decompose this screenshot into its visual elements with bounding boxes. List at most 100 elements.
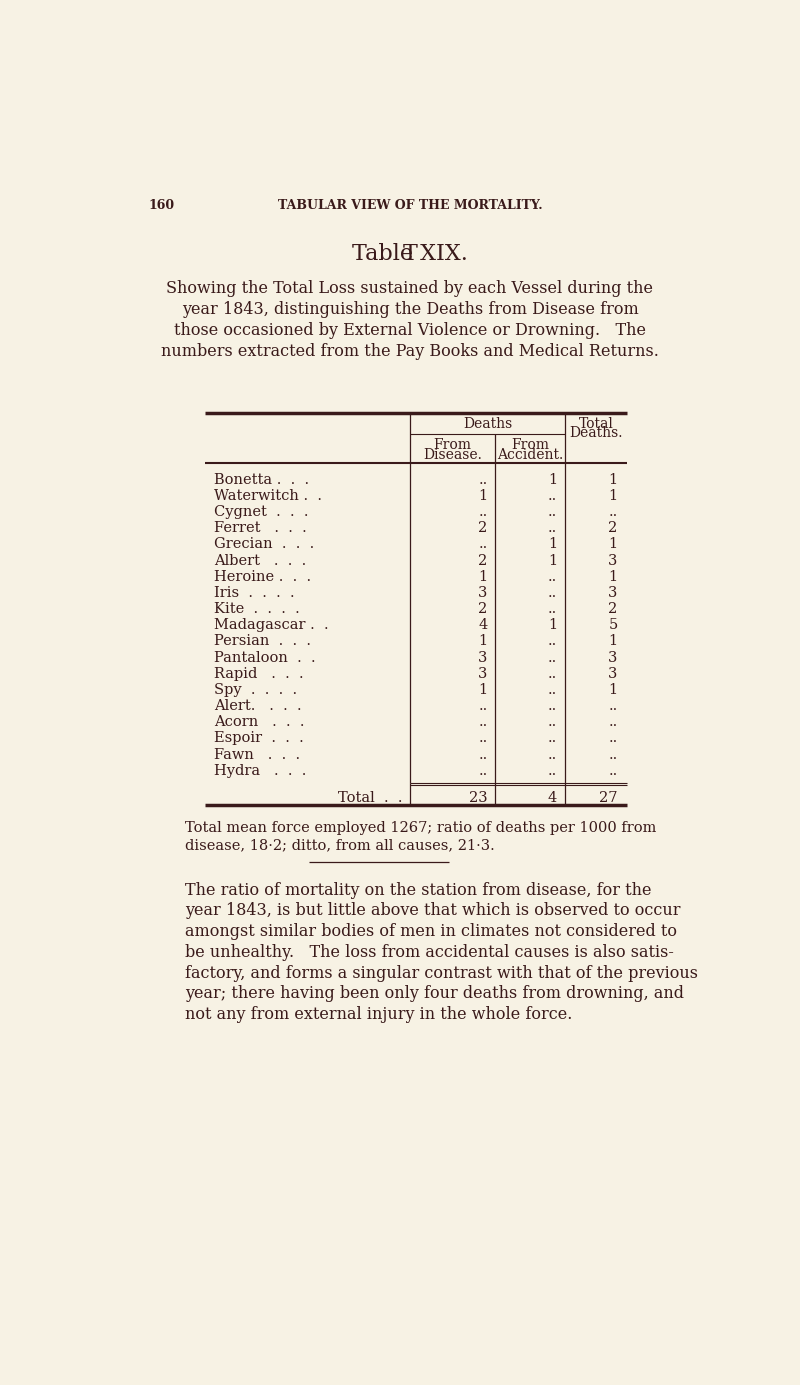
Text: 2: 2 [478,602,487,616]
Text: ..: .. [609,506,618,519]
Text: Bonetta .  .  .: Bonetta . . . [214,472,309,486]
Text: Total: Total [578,417,614,431]
Text: ..: .. [478,537,487,551]
Text: 23: 23 [469,791,487,805]
Text: T: T [402,244,418,265]
Text: factory, and forms a singular contrast with that of the previous: factory, and forms a singular contrast w… [186,965,698,982]
Text: ..: .. [609,763,618,778]
Text: those occasioned by External Violence or Drowning.   The: those occasioned by External Violence or… [174,321,646,339]
Text: ..: .. [548,731,558,745]
Text: ..: .. [548,586,558,600]
Text: Alert.   .  .  .: Alert. . . . [214,699,302,713]
Text: Ferret   .  .  .: Ferret . . . [214,521,306,535]
Text: Hydra   .  .  .: Hydra . . . [214,763,306,778]
Text: 4: 4 [548,791,558,805]
Text: Waterwitch .  .: Waterwitch . . [214,489,322,503]
Text: year 1843, is but little above that which is observed to occur: year 1843, is but little above that whic… [186,902,681,920]
Text: year 1843, distinguishing the Deaths from Disease from: year 1843, distinguishing the Deaths fro… [182,301,638,319]
Text: amongst similar bodies of men in climates not considered to: amongst similar bodies of men in climate… [186,924,678,940]
Text: 3: 3 [608,586,618,600]
Text: 1: 1 [548,554,558,568]
Text: Albert   .  .  .: Albert . . . [214,554,306,568]
Text: Kite  .  .  .  .: Kite . . . . [214,602,300,616]
Text: Fawn   .  .  .: Fawn . . . [214,748,300,762]
Text: ..: .. [548,521,558,535]
Text: ..: .. [609,699,618,713]
Text: ..: .. [548,666,558,680]
Text: Rapid   .  .  .: Rapid . . . [214,666,303,680]
Text: Espoir  .  .  .: Espoir . . . [214,731,304,745]
Text: Total  .  .: Total . . [338,791,402,805]
Text: ..: .. [609,731,618,745]
Text: 1: 1 [478,569,487,583]
Text: 27: 27 [599,791,618,805]
Text: 2: 2 [478,554,487,568]
Text: 160: 160 [148,198,174,212]
Text: ..: .. [478,731,487,745]
Text: ..: .. [548,506,558,519]
Text: Persian  .  .  .: Persian . . . [214,634,311,648]
Text: 1: 1 [609,472,618,486]
Text: TABULAR VIEW OF THE MORTALITY.: TABULAR VIEW OF THE MORTALITY. [278,198,542,212]
Text: ..: .. [548,683,558,697]
Text: Total mean force employed 1267; ratio of deaths per 1000 from: Total mean force employed 1267; ratio of… [186,821,657,835]
Text: Disease.: Disease. [423,447,482,463]
Text: ..: .. [478,472,487,486]
Text: ..: .. [478,506,487,519]
Text: Cygnet  .  .  .: Cygnet . . . [214,506,309,519]
Text: 1: 1 [478,489,487,503]
Text: 1: 1 [609,489,618,503]
Text: 4: 4 [478,618,487,632]
Text: 3: 3 [608,651,618,665]
Text: ..: .. [548,569,558,583]
Text: Deaths.: Deaths. [570,427,622,440]
Text: 1: 1 [609,569,618,583]
Text: ..: .. [609,715,618,730]
Text: The ratio of mortality on the station from disease, for the: The ratio of mortality on the station fr… [186,881,652,899]
Text: ..: .. [548,715,558,730]
Text: ..: .. [548,489,558,503]
Text: ..: .. [548,602,558,616]
Text: From: From [434,438,472,452]
Text: 5: 5 [609,618,618,632]
Text: 2: 2 [609,521,618,535]
Text: be unhealthy.   The loss from accidental causes is also satis-: be unhealthy. The loss from accidental c… [186,945,674,961]
Text: ..: .. [548,651,558,665]
Text: Accident.: Accident. [497,447,563,463]
Text: ..: .. [478,715,487,730]
Text: 2: 2 [478,521,487,535]
Text: 3: 3 [608,554,618,568]
Text: Table XIX.: Table XIX. [352,244,468,265]
Text: 1: 1 [609,537,618,551]
Text: Pantaloon  .  .: Pantaloon . . [214,651,315,665]
Text: 3: 3 [478,651,487,665]
Text: 3: 3 [478,666,487,680]
Text: year; there having been only four deaths from drowning, and: year; there having been only four deaths… [186,986,684,1003]
Text: 1: 1 [548,618,558,632]
Text: Showing the Total Loss sustained by each Vessel during the: Showing the Total Loss sustained by each… [166,280,654,298]
Text: 3: 3 [478,586,487,600]
Text: ..: .. [548,748,558,762]
Text: 1: 1 [548,537,558,551]
Text: Spy  .  .  .  .: Spy . . . . [214,683,297,697]
Text: 2: 2 [609,602,618,616]
Text: ..: .. [548,699,558,713]
Text: Grecian  .  .  .: Grecian . . . [214,537,314,551]
Text: ..: .. [548,634,558,648]
Text: Iris  .  .  .  .: Iris . . . . [214,586,294,600]
Text: From: From [511,438,549,452]
Text: 1: 1 [478,634,487,648]
Text: 1: 1 [609,683,618,697]
Text: numbers extracted from the Pay Books and Medical Returns.: numbers extracted from the Pay Books and… [161,342,659,360]
Text: Heroine .  .  .: Heroine . . . [214,569,311,583]
Text: 3: 3 [608,666,618,680]
Text: ..: .. [478,763,487,778]
Text: 1: 1 [548,472,558,486]
Text: not any from external injury in the whole force.: not any from external injury in the whol… [186,1007,573,1024]
Text: 1: 1 [609,634,618,648]
Text: ..: .. [609,748,618,762]
Text: Deaths: Deaths [463,417,512,431]
Text: disease, 18·2; ditto, from all causes, 21·3.: disease, 18·2; ditto, from all causes, 2… [186,838,495,852]
Text: ..: .. [478,748,487,762]
Text: Madagascar .  .: Madagascar . . [214,618,329,632]
